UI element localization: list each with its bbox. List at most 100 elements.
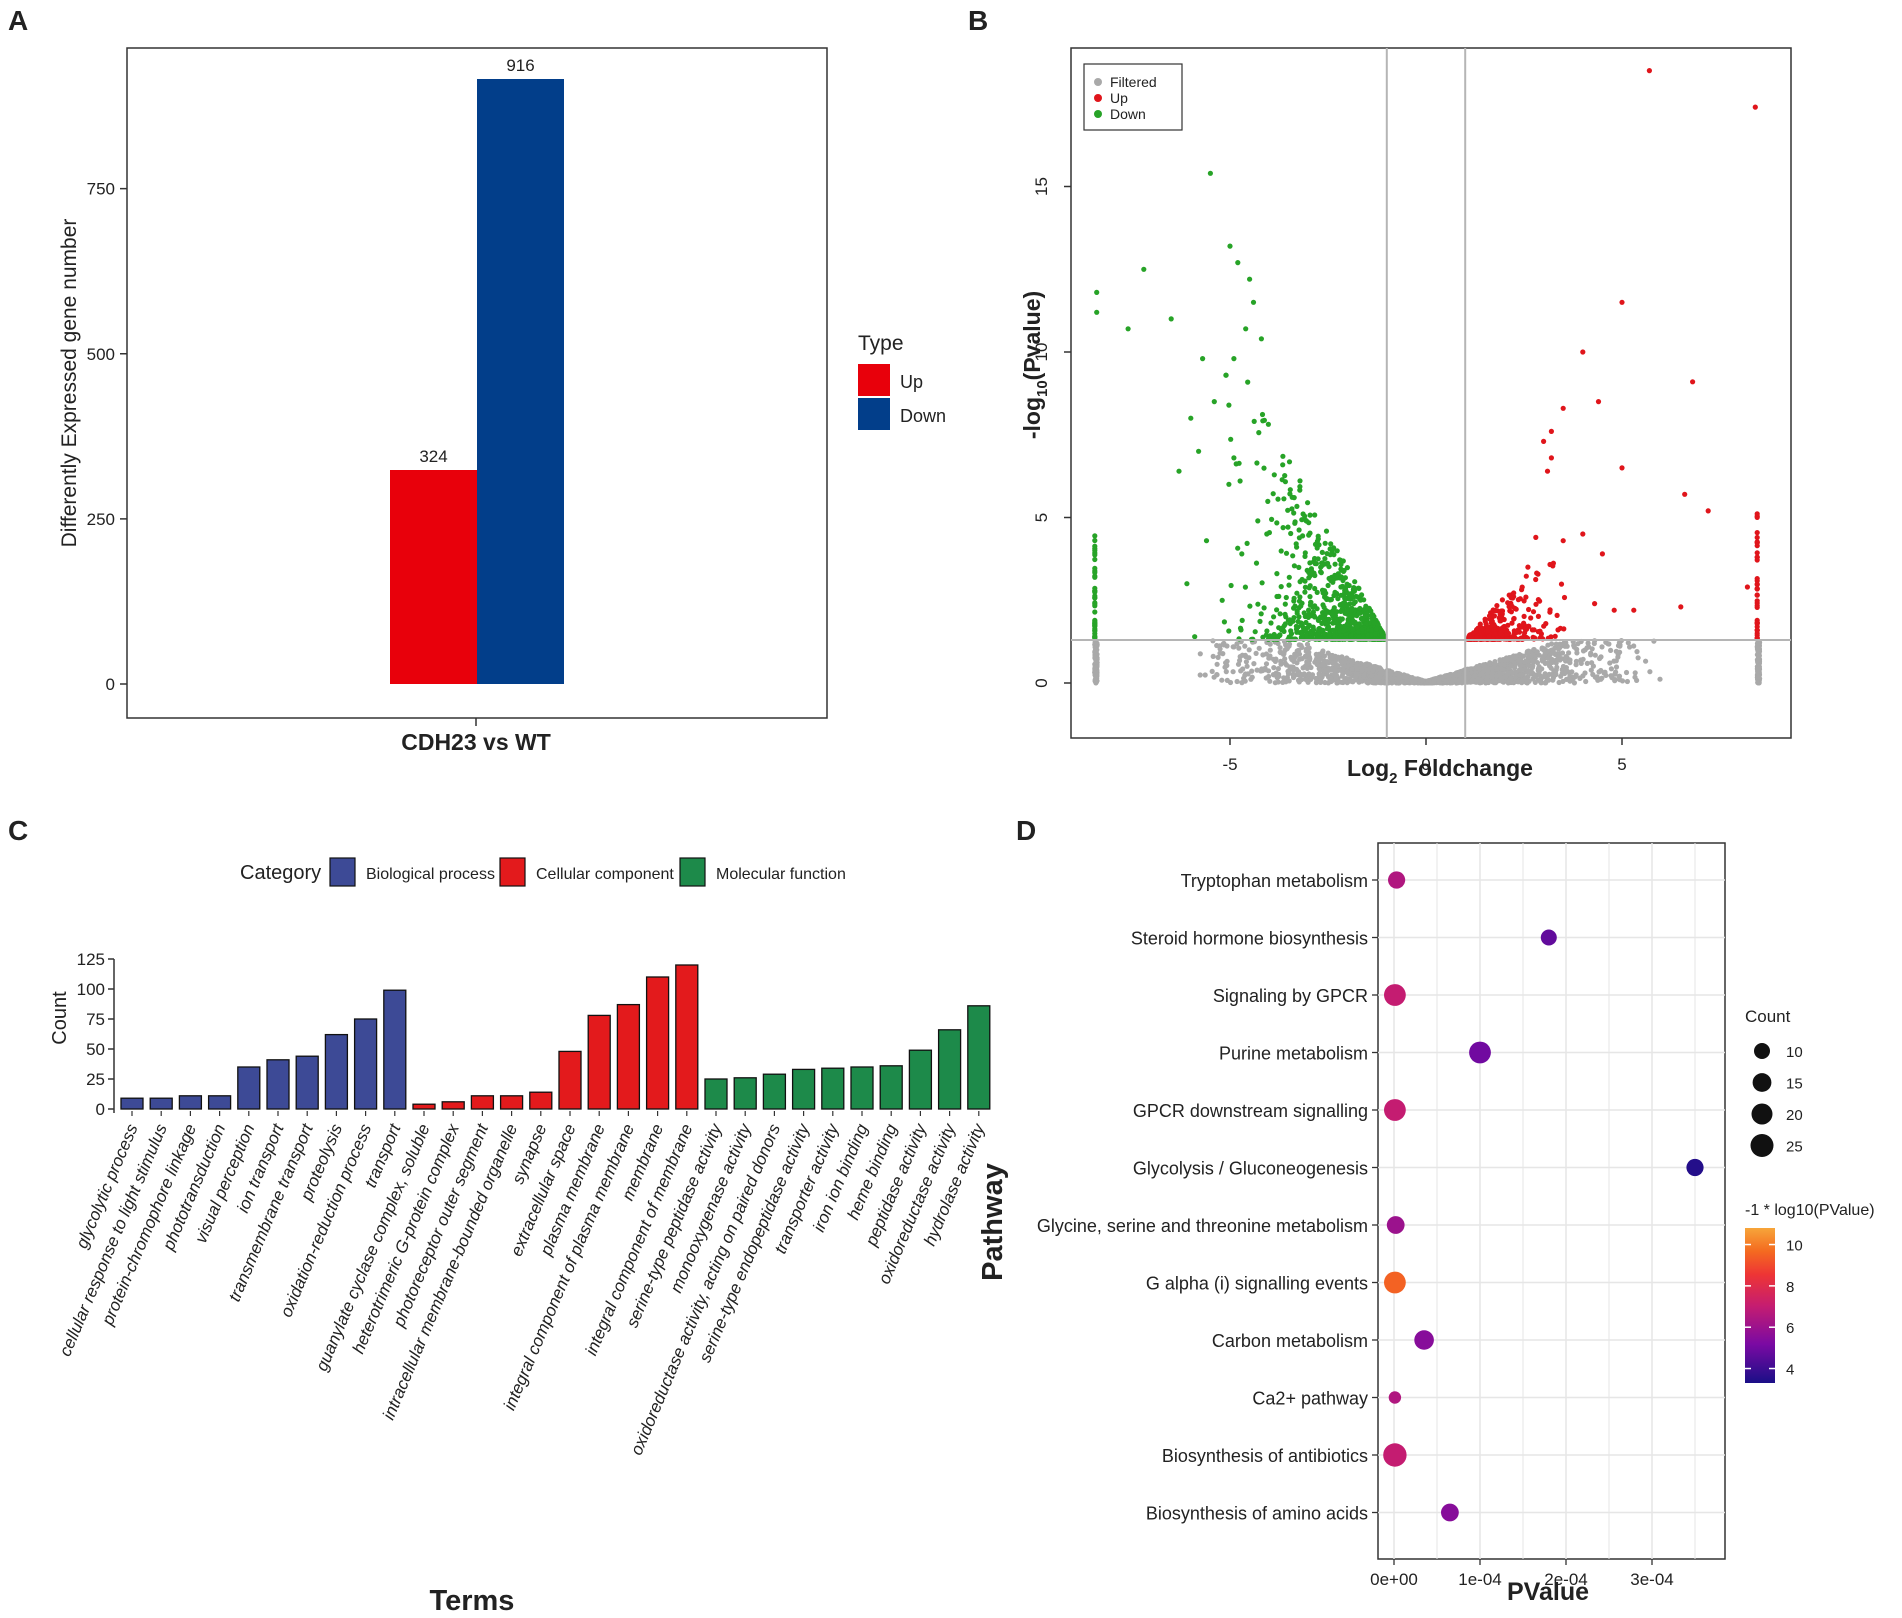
filtered-point (1456, 678, 1462, 684)
up-point (1498, 618, 1504, 624)
panel-c-y-tick-label: 100 (77, 980, 105, 999)
down-point (1380, 632, 1386, 638)
filtered-point (1505, 670, 1511, 676)
down-point (1372, 631, 1378, 637)
down-point (1092, 565, 1098, 572)
down-point (1258, 336, 1264, 342)
panel-a-bar-value-label: 916 (506, 56, 534, 75)
filtered-point (1390, 678, 1396, 685)
up-point (1490, 622, 1496, 628)
down-point (1357, 605, 1363, 612)
panel-b-filtered-points (1092, 638, 1763, 686)
panel-a-bar-chart: 0 250 500 750 324 916 Differently Expressed … (58, 47, 946, 755)
filtered-point (1564, 643, 1570, 649)
filtered-point (1466, 674, 1472, 680)
panel-d-color-tick-label: 4 (1786, 1362, 1794, 1379)
down-point (1281, 496, 1287, 502)
up-point (1646, 68, 1652, 74)
down-point (1296, 527, 1302, 533)
down-point (1335, 616, 1341, 622)
filtered-point (1530, 663, 1536, 669)
down-point (1125, 326, 1131, 332)
down-point (1226, 481, 1232, 487)
filtered-point (1094, 642, 1100, 648)
panel-b-axes: -5 0 5 0 5 10 15 (1032, 177, 1627, 774)
down-point (1352, 599, 1358, 605)
up-point (1493, 607, 1499, 614)
down-point (1281, 628, 1287, 635)
filtered-point (1635, 655, 1641, 661)
panel-c-bar (412, 1103, 436, 1110)
panel-b-legend-up: Up (1110, 90, 1128, 106)
panel-c-bar (821, 1067, 845, 1110)
panel-c-legend-mf: Molecular function (716, 866, 846, 883)
filtered-point (1285, 669, 1292, 676)
filtered-point (1755, 669, 1761, 675)
filtered-point (1277, 645, 1283, 651)
down-point (1371, 620, 1377, 626)
down-point (1347, 595, 1353, 601)
panel-d-color-tick-label: 10 (1786, 1238, 1803, 1255)
down-point (1259, 411, 1266, 418)
down-point (1325, 582, 1331, 589)
down-point (1200, 356, 1206, 362)
up-point (1528, 615, 1534, 621)
down-point (1345, 591, 1351, 597)
down-point (1092, 574, 1098, 580)
up-point (1560, 405, 1566, 411)
filtered-point (1512, 674, 1518, 680)
panel-c-bar (733, 1077, 757, 1110)
up-point (1550, 563, 1556, 569)
down-point (1306, 607, 1312, 613)
filtered-point (1545, 642, 1551, 648)
down-point (1373, 626, 1379, 632)
down-point (1294, 590, 1300, 596)
filtered-point (1251, 661, 1257, 667)
panel-c-bar (266, 1059, 290, 1110)
filtered-point (1571, 680, 1577, 686)
filtered-point (1333, 662, 1339, 669)
down-point (1323, 528, 1330, 534)
filtered-point (1322, 668, 1328, 674)
down-point (1274, 520, 1280, 526)
down-point (1242, 584, 1248, 590)
down-point (1211, 399, 1217, 405)
filtered-point (1613, 664, 1620, 670)
down-point (1340, 600, 1346, 606)
up-point (1499, 597, 1505, 603)
panel-c-bar (908, 1049, 933, 1110)
panel-c-y-tick-label: 125 (77, 950, 105, 969)
panel-b-legend-filtered: Filtered (1110, 74, 1157, 90)
down-point (1355, 629, 1362, 635)
down-point (1247, 603, 1253, 609)
up-point (1595, 399, 1602, 405)
filtered-point (1542, 673, 1548, 679)
panel-c-legend-bp: Biological process (366, 866, 495, 883)
down-point (1251, 418, 1257, 424)
filtered-point (1529, 653, 1535, 659)
filtered-point (1467, 666, 1473, 672)
down-point (1315, 634, 1321, 641)
down-point (1310, 609, 1316, 615)
filtered-point (1473, 678, 1479, 684)
down-point (1282, 611, 1288, 618)
panel-d-pathway-point (1383, 1443, 1407, 1467)
filtered-point (1442, 673, 1448, 679)
filtered-point (1617, 642, 1623, 648)
up-point (1754, 511, 1760, 517)
panel-c-y-tick-label: 50 (86, 1040, 105, 1059)
panel-d-pathway-point (1386, 1216, 1405, 1234)
down-point (1307, 530, 1313, 536)
filtered-point (1574, 650, 1580, 656)
filtered-point (1220, 651, 1226, 657)
filtered-point (1643, 658, 1649, 664)
up-point (1508, 609, 1514, 615)
down-point (1286, 574, 1292, 580)
down-point (1312, 614, 1318, 620)
down-point (1332, 561, 1338, 567)
panel-c-y-tick-label: 75 (86, 1010, 105, 1029)
down-point (1252, 629, 1258, 635)
down-point (1300, 533, 1306, 539)
filtered-point (1246, 647, 1252, 653)
